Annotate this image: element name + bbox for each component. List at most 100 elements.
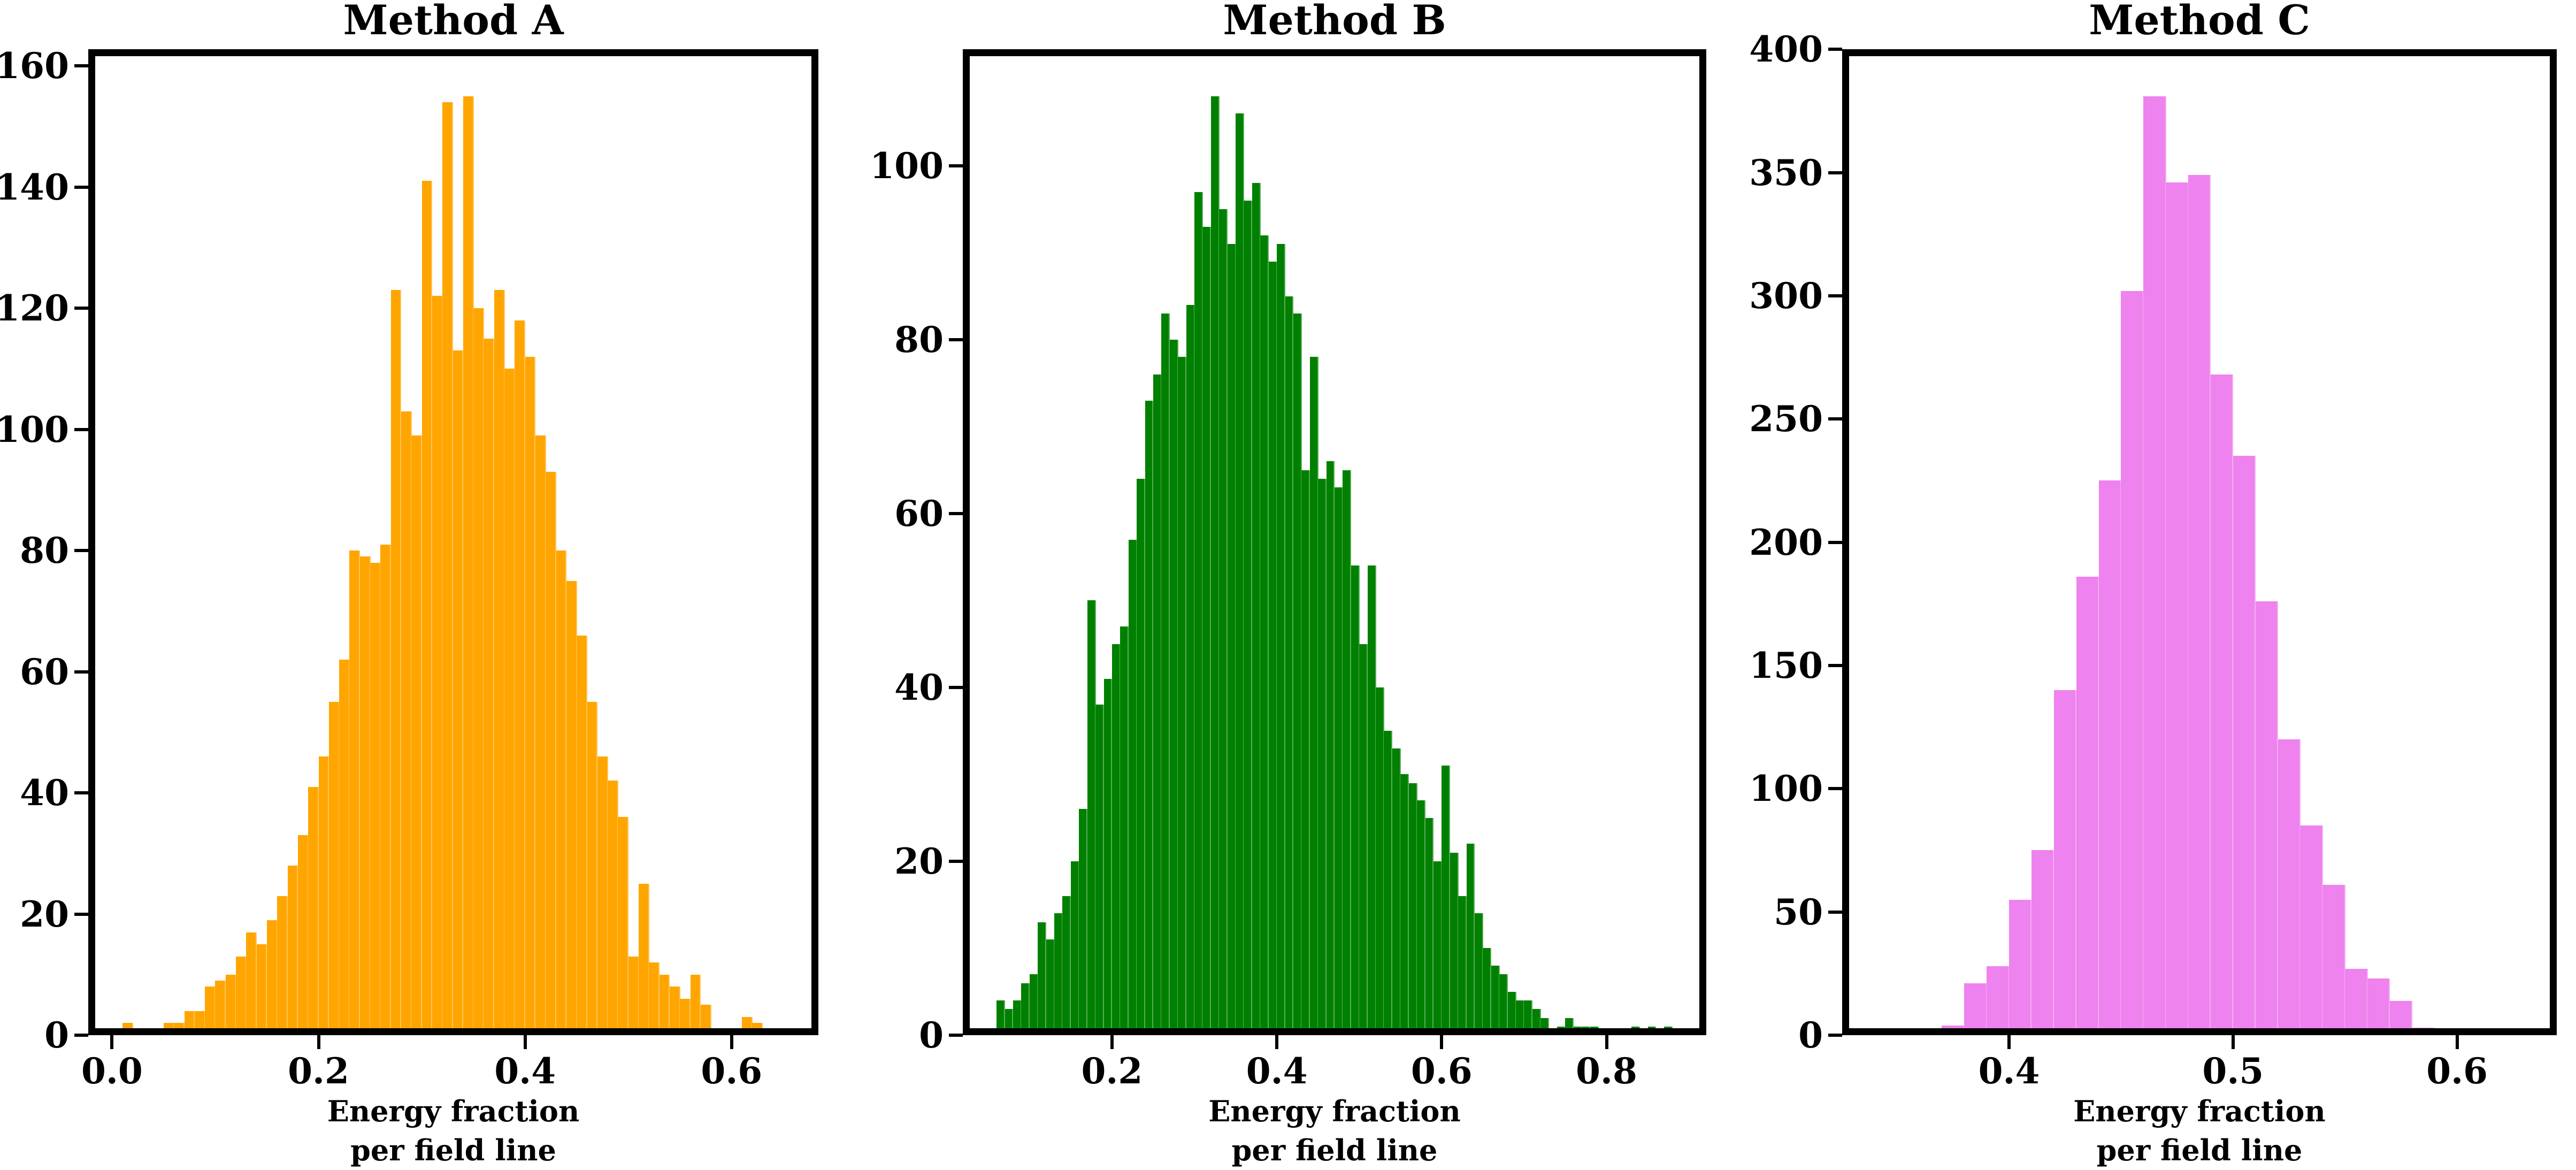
axes-method-a [88,49,818,1035]
histogram-bar [1087,600,1096,1035]
y-tick-label: 120 [0,287,69,330]
bars-layer-method-c [1842,49,2557,1035]
histogram-bar [380,544,392,1035]
histogram-bar [1433,861,1442,1035]
y-tick-mark [74,307,88,310]
axis-spine-right [1699,49,1706,1035]
histogram-bar [1210,96,1220,1035]
y-tick-label: 350 [1749,151,1823,194]
histogram-bar [525,356,536,1035]
y-tick-label: 100 [0,408,69,450]
y-tick-mark [949,859,963,863]
histogram-bar [1029,974,1038,1035]
histogram-bar [1013,1000,1022,1035]
histogram-bar [1474,913,1483,1035]
histogram-bar [1417,800,1425,1035]
histogram-bar [2300,825,2323,1035]
y-tick-mark [74,791,88,795]
histogram-bar [1964,983,1987,1035]
y-tick-label: 40 [20,772,69,814]
panel-title-method-a: Method A [343,0,564,44]
y-tick-mark [74,912,88,916]
histogram-bar [432,296,443,1035]
x-tick-label: 0.6 [2426,1050,2488,1092]
histogram-bar [246,932,257,1035]
histogram-bar [587,702,598,1035]
histogram-bar [649,962,660,1035]
axis-spine-top [1842,49,2557,56]
y-tick-label: 80 [20,530,69,572]
histogram-bar [256,944,267,1035]
histogram-bar [359,556,371,1035]
histogram-bar [1367,565,1376,1035]
histogram-bar [2345,968,2368,1035]
histogram-bar [1194,192,1203,1035]
histogram-bar [1111,644,1121,1035]
y-tick-mark [74,64,88,68]
x-axis-label-line1: Energy fraction [327,1094,580,1128]
histogram-bar [1145,400,1154,1035]
histogram-bar [2278,739,2301,1035]
histogram-bar [494,290,505,1035]
histogram-bar [453,350,464,1035]
histogram-bar [1516,1000,1524,1035]
histogram-bar [1252,183,1261,1035]
histogram-bar [225,974,236,1035]
histogram-bar [1450,852,1459,1035]
histogram-bar [504,369,515,1035]
histogram-bar [1483,948,1492,1035]
x-tick-mark [1440,1035,1444,1049]
histogram-bar [669,987,680,1035]
histogram-bar [463,96,474,1035]
x-axis-label-line1: Energy fraction [1208,1094,1461,1128]
histogram-bar [370,562,381,1035]
y-tick-mark [1828,1034,1842,1037]
y-tick-mark [1828,48,1842,51]
histogram-bar [1491,965,1500,1035]
histogram-bar [680,999,691,1035]
histogram-bar [349,550,361,1035]
histogram-bar [1038,922,1047,1035]
histogram-bar [639,883,649,1035]
histogram-bar [339,659,350,1035]
histogram-bar [1400,774,1409,1035]
y-tick-label: 0 [919,1014,944,1056]
y-tick-label: 160 [0,45,69,87]
y-tick-label: 20 [894,840,944,882]
histogram-bar [700,1005,711,1035]
y-tick-mark [74,427,88,431]
y-tick-mark [74,670,88,674]
x-tick-label: 0.5 [2202,1050,2264,1092]
y-tick-label: 400 [1749,28,1823,71]
axis-spine-right [811,49,818,1035]
x-tick-mark [523,1035,527,1049]
y-tick-mark [1828,417,1842,421]
histogram-bar [1054,913,1063,1035]
histogram-bar [1153,374,1162,1035]
axis-spine-left [963,49,970,1035]
histogram-bar [1285,296,1294,1035]
histogram-bar [535,435,546,1035]
axis-spine-right [2550,49,2557,1035]
histogram-bar [1335,487,1343,1035]
y-tick-label: 250 [1749,398,1823,440]
histogram-bar [1046,939,1055,1035]
y-tick-mark [949,511,963,515]
y-tick-label: 200 [1749,521,1823,563]
histogram-bar [1343,470,1352,1035]
axis-spine-top [963,49,1706,56]
axes-method-b [963,49,1706,1035]
y-tick-mark [1828,910,1842,914]
panel-title-method-b: Method B [1223,0,1446,44]
histogram-panel-method-c: Method C Energy fraction per field line … [1749,0,2557,1167]
histogram-bar [659,974,670,1035]
x-axis-label-method-c: Energy fraction per field line [1735,1092,2576,1170]
axis-spine-left [88,49,95,1035]
histogram-bar [2053,690,2077,1035]
x-tick-label: 0.6 [701,1050,763,1092]
histogram-bar [236,956,247,1035]
histogram-bar [2121,290,2144,1035]
x-tick-mark [2455,1035,2459,1049]
x-axis-label-line2: per field line [1231,1133,1438,1167]
